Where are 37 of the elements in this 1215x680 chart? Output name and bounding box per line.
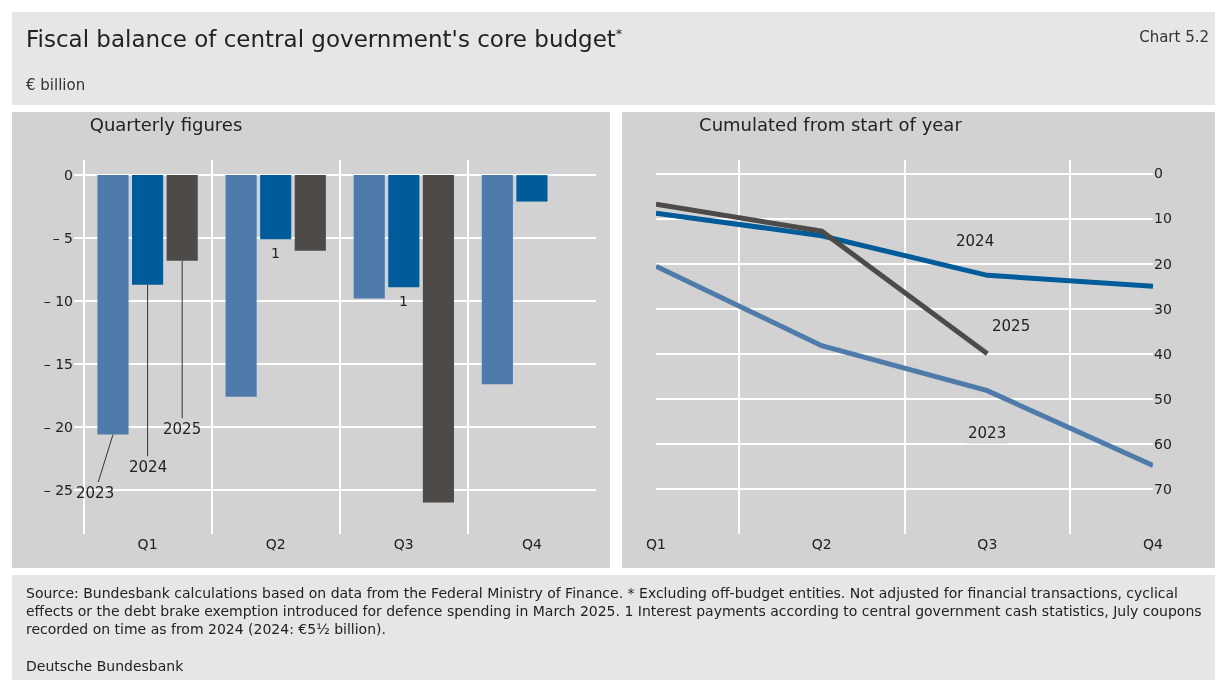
chart-title: Cumulated from start of year: [699, 114, 963, 136]
x-tick-label: Q2: [265, 536, 286, 552]
series-label: 2023: [968, 424, 1007, 442]
y2-tick-label: 40: [1154, 345, 1172, 362]
y-tick-label: – 20: [43, 418, 73, 435]
source-note: Source: Bundesbank calculations based on data from the Federal Ministry of Finance. * Excluding off-budget entities. Not adjusted for financial transactions, cyclical effects or the debt brake exemption introduced for defence spending in March 2025. 1 Interest payments according to central government cash statistics, July coupons recorded on time as from 2024 (2024: €5½ billion).: [26, 584, 1203, 638]
y2-tick-label: 70: [1154, 480, 1172, 497]
series-label: 2025: [992, 317, 1031, 335]
y2-tick-label: 20: [1154, 255, 1172, 272]
y2-tick-label: 30: [1154, 300, 1172, 317]
y2-tick-label: 60: [1154, 435, 1172, 452]
caption: Chart 5.2: [1139, 28, 1209, 46]
chart-title: Quarterly figures: [89, 114, 243, 136]
x-tick-label: Q1: [137, 536, 158, 552]
text: 2023: [76, 484, 115, 502]
y-tick-label: – 5: [52, 229, 73, 246]
y-tick-label: – 15: [43, 355, 73, 372]
text: € billion: [26, 76, 86, 94]
x-tick-label: Q1: [646, 536, 666, 552]
text: 2025: [163, 420, 202, 438]
y-tick-label: – 10: [43, 292, 73, 309]
text: Deutsche Bundesbank: [26, 658, 184, 674]
y-tick-label: 0: [64, 167, 73, 184]
x-tick-label: Q4: [1143, 536, 1164, 552]
annotation: 1: [271, 245, 280, 261]
y2-tick-label: 0: [1154, 165, 1163, 182]
annotation: 1: [399, 293, 408, 309]
y2-tick-label: 50: [1154, 390, 1172, 407]
y-tick-label: – 25: [43, 481, 73, 498]
y2-tick-label: 10: [1154, 210, 1172, 227]
x-tick-label: Q4: [521, 536, 542, 552]
text: Fiscal balance of central government's core budget$^{*}$: [26, 26, 623, 52]
x-tick-label: Q3: [393, 536, 414, 552]
series-label: 2024: [956, 232, 995, 250]
x-tick-label: Q3: [977, 536, 998, 552]
text: 2024: [129, 458, 168, 476]
x-tick-label: Q2: [811, 536, 832, 552]
